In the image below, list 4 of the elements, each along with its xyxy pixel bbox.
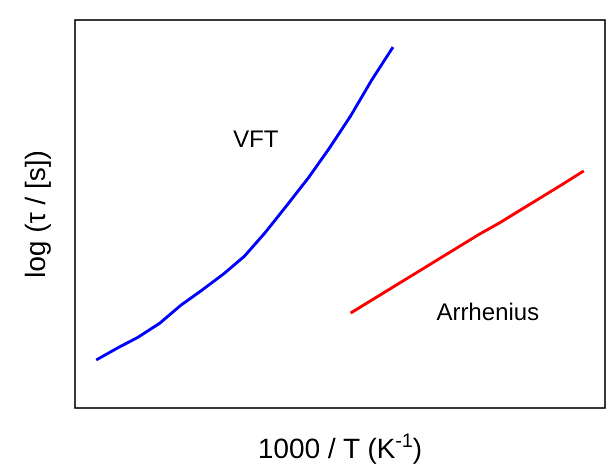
series-label: Arrhenius [436, 299, 540, 326]
y-axis-title: log (τ / [s]) [20, 150, 51, 278]
x-axis-title: 1000 / T (K$^{-1}$) [258, 430, 422, 464]
series-label: VFT [233, 126, 279, 153]
